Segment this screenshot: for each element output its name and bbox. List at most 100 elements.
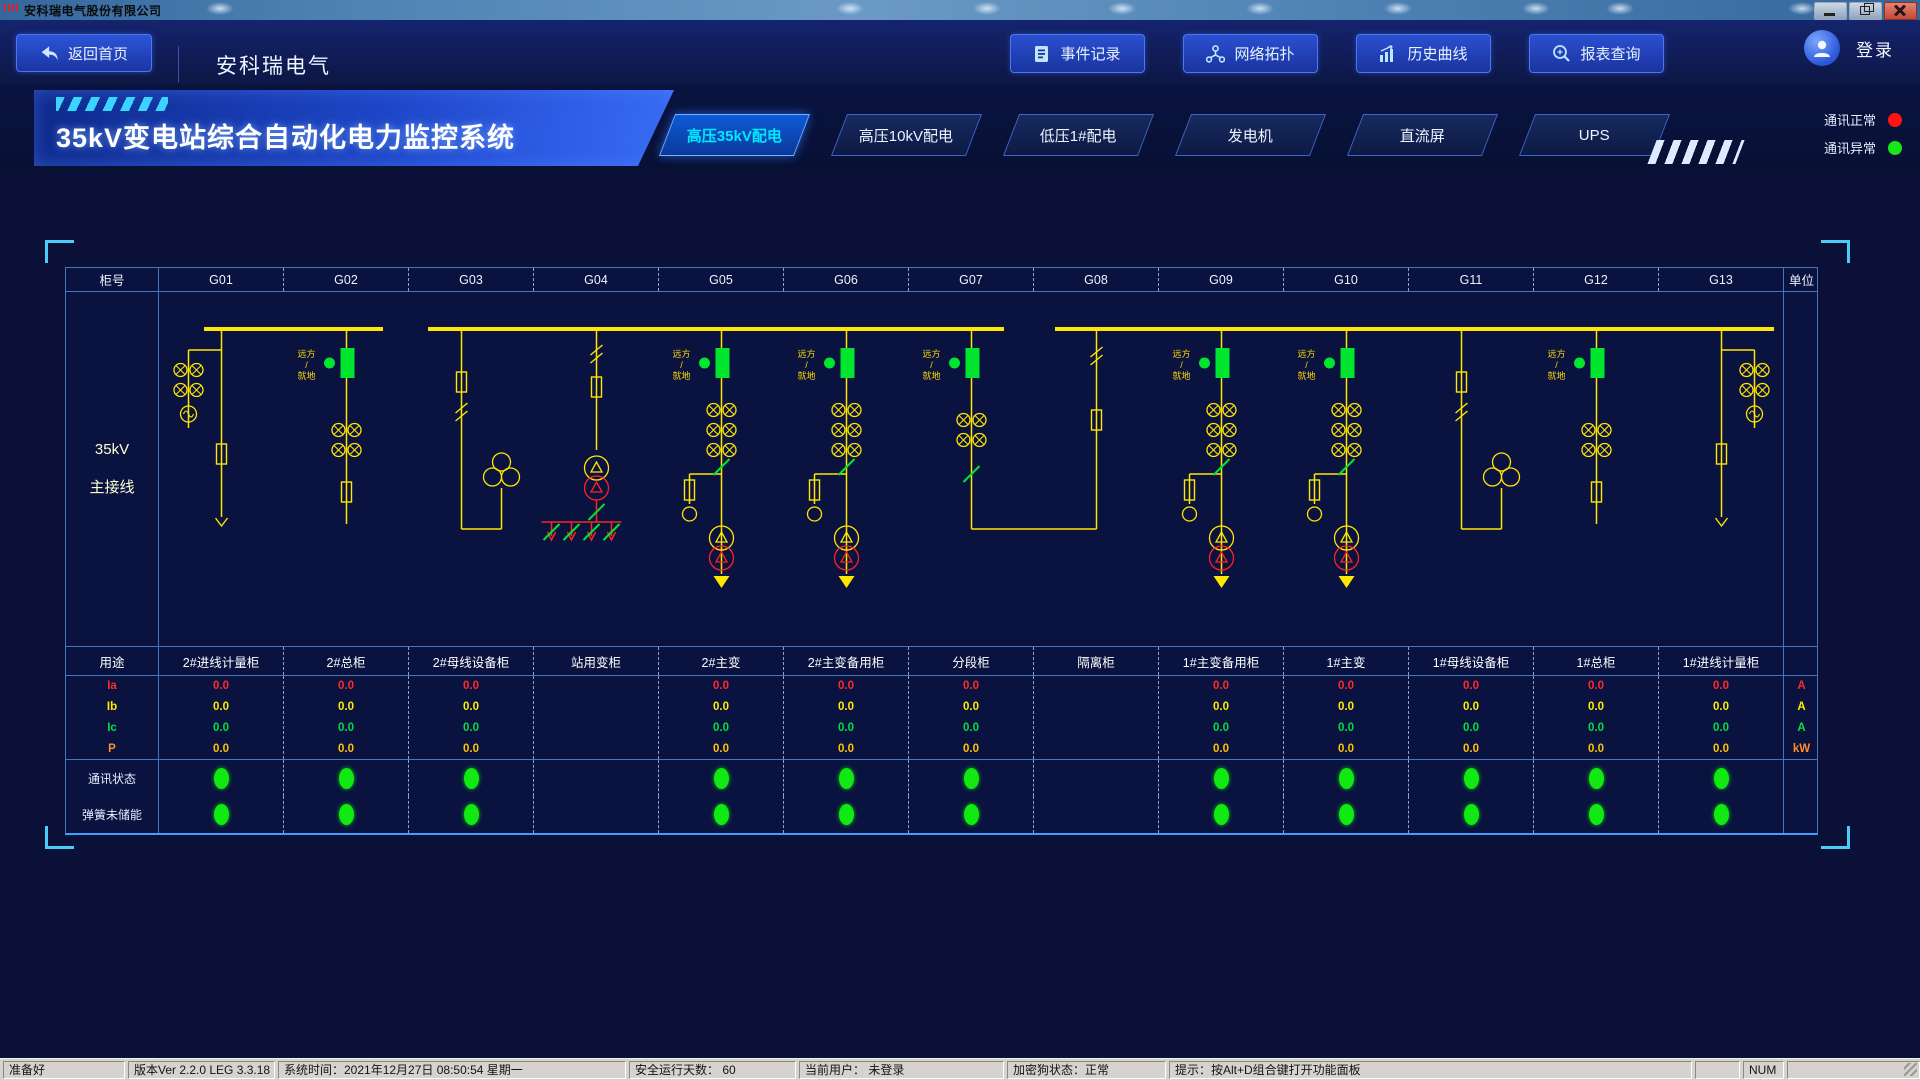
meas-value: 0.0: [213, 743, 229, 755]
nav-button-event-log[interactable]: 事件记录: [1010, 34, 1145, 73]
column-header-G04: G04: [533, 268, 658, 291]
spring-status-dot: [1338, 804, 1354, 825]
svg-text:就地: 就地: [1547, 370, 1565, 381]
feeder-G07: 远方/就地: [922, 329, 1097, 530]
meas-value: 0.0: [963, 680, 979, 692]
app-icon: [4, 4, 19, 16]
comm-status-label: 通讯异常: [1823, 141, 1876, 156]
purpose-cell-G01: 2#进线计量柜: [158, 647, 283, 675]
comm-status-dot: [1713, 767, 1729, 789]
comm-status-cell-G01: [158, 760, 283, 796]
status-tail: [1787, 1061, 1920, 1079]
tab-label: 高压35kV配电: [686, 127, 783, 145]
meas-value: [534, 676, 658, 697]
meas-value: 0.0: [338, 743, 354, 755]
svg-text:就地: 就地: [797, 370, 815, 381]
meas-labels: Ia Ib Ic P: [66, 676, 158, 759]
feeder-G03: [455, 329, 521, 530]
titlebar-reflection: [1606, 2, 1634, 15]
meas-value: 0.0: [963, 722, 979, 734]
titlebar-reflection: [1788, 2, 1816, 15]
feeder-G02: 远方/就地: [297, 329, 362, 524]
tab-label: 发电机: [1227, 127, 1273, 145]
meas-value: 0.0: [963, 701, 979, 713]
status-num: NUM: [1743, 1061, 1784, 1079]
svg-text:远方: 远方: [1297, 348, 1315, 359]
meas-values-G03: 0.0 0.0 0.0 0.0: [408, 676, 533, 759]
titlebar-reflection: [1522, 2, 1550, 15]
column-header-G08: G08: [1033, 268, 1158, 291]
tab-高压35kV配电[interactable]: 高压35kV配电: [658, 114, 811, 156]
meas-value: [534, 739, 658, 759]
meas-label-P: P: [108, 743, 116, 755]
tab-低压1#配电[interactable]: 低压1#配电: [1002, 114, 1155, 156]
tab-label: 高压10kV配电: [859, 127, 954, 145]
meas-value: 0.0: [1213, 680, 1229, 692]
meas-label-Ib: Ib: [106, 701, 118, 713]
cabinet-header: 柜号: [99, 274, 125, 288]
tab-UPS[interactable]: UPS: [1518, 114, 1671, 156]
unit-value: A: [1797, 722, 1806, 734]
single-line-diagram: 远方 / 就地 远方 / 就地 远方 / 就地 远方 / 就地 远方 / 就地 远方 / 就地 远方 / 就地: [158, 292, 1783, 646]
tab-高压10kV配电[interactable]: 高压10kV配电: [830, 114, 983, 156]
avatar[interactable]: [1804, 30, 1840, 66]
purpose-cell-G04: 站用变柜: [533, 647, 658, 675]
spring-status-cell-G02: [283, 796, 408, 833]
meas-value: [534, 697, 658, 718]
purpose-cell-G12: 1#总柜: [1533, 647, 1658, 675]
unit-value: A: [1797, 680, 1806, 692]
unit-diagram-cell: [1783, 292, 1819, 646]
meas-value: 0.0: [1338, 680, 1354, 692]
svg-text:远方: 远方: [797, 348, 815, 359]
nav-button-label: 历史曲线: [1407, 46, 1468, 63]
meas-value: 0.0: [963, 743, 979, 755]
spring-status-dot: [463, 804, 479, 825]
nav-button-history-curve[interactable]: 历史曲线: [1356, 34, 1491, 73]
meas-values-G01: 0.0 0.0 0.0 0.0: [158, 676, 283, 759]
tab-发电机[interactable]: 发电机: [1174, 114, 1327, 156]
comm-status-cell-G06: [783, 760, 908, 796]
meas-value: 0.0: [713, 722, 729, 734]
meas-value: [1034, 697, 1158, 718]
login-button[interactable]: 登录: [1856, 40, 1894, 60]
comm-status-dot: [1463, 767, 1479, 789]
comm-status-cell-G08: [1033, 760, 1158, 796]
tab-直流屏[interactable]: 直流屏: [1346, 114, 1499, 156]
status-version: 版本Ver 2.2.0 LEG 3.3.18: [128, 1061, 275, 1079]
titlebar-reflection: [1384, 2, 1412, 15]
purpose-cell-G10: 1#主变: [1283, 647, 1408, 675]
meas-value: 0.0: [1213, 743, 1229, 755]
meas-value: 0.0: [213, 722, 229, 734]
spring-status-dot: [1713, 804, 1729, 825]
nav-button-report-query[interactable]: 报表查询: [1529, 34, 1664, 73]
status-unit-cell: [1783, 796, 1819, 833]
spring-status-dot: [338, 804, 354, 825]
resize-grip-icon[interactable]: [1904, 1063, 1917, 1076]
comm-status-cell-G09: [1158, 760, 1283, 796]
meas-value: 0.0: [463, 743, 479, 755]
nav-button-network-topology[interactable]: 网络拓扑: [1183, 34, 1318, 73]
column-header-G06: G06: [783, 268, 908, 291]
minimize-button[interactable]: [1814, 2, 1847, 20]
meas-value: 0.0: [1213, 701, 1229, 713]
comm-status-dot: [338, 767, 354, 789]
meas-value: 0.0: [838, 722, 854, 734]
comm-status-cell-G12: [1533, 760, 1658, 796]
svg-text:远方: 远方: [1547, 348, 1565, 359]
column-header-G12: G12: [1533, 268, 1658, 291]
restore-button[interactable]: [1849, 2, 1882, 20]
back-home-button[interactable]: 返回首页: [16, 34, 152, 72]
svg-text:/: /: [1305, 360, 1308, 370]
close-button[interactable]: [1884, 2, 1917, 20]
tab-label: 直流屏: [1399, 127, 1445, 145]
nav-button-label: 事件记录: [1060, 46, 1121, 63]
comm-status-item: 通讯正常: [1824, 110, 1902, 129]
network-topology-icon: [1206, 44, 1226, 63]
comm-status-cell-G10: [1283, 760, 1408, 796]
purpose-cell-G13: 1#进线计量柜: [1658, 647, 1783, 675]
purpose-cell-G08: 隔离柜: [1033, 647, 1158, 675]
spring-status-cell-G09: [1158, 796, 1283, 833]
comm-status-dot-icon: [1888, 140, 1902, 155]
meas-value: 0.0: [463, 701, 479, 713]
status-dongle: 加密狗状态：正常: [1007, 1061, 1166, 1079]
